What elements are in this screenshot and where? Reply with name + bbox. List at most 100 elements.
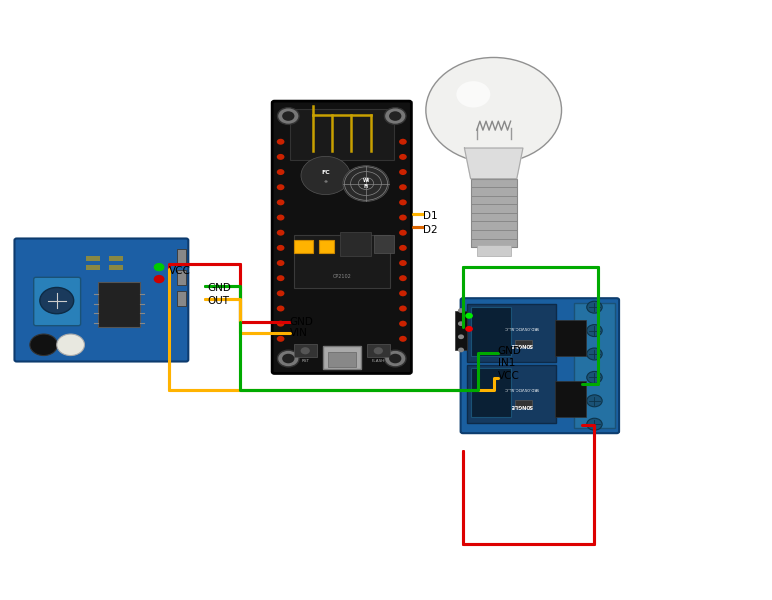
Text: FC: FC [321, 170, 330, 175]
Text: FLASH: FLASH [371, 359, 385, 363]
FancyBboxPatch shape [319, 240, 334, 253]
Polygon shape [465, 148, 523, 179]
Circle shape [277, 275, 284, 281]
Circle shape [458, 347, 464, 352]
Circle shape [399, 290, 407, 296]
Text: Wi
Fi: Wi Fi [363, 178, 370, 189]
Circle shape [282, 111, 294, 121]
FancyBboxPatch shape [461, 298, 619, 433]
FancyBboxPatch shape [374, 235, 394, 253]
Circle shape [277, 215, 284, 221]
FancyBboxPatch shape [86, 256, 100, 261]
Circle shape [277, 290, 284, 296]
Circle shape [466, 313, 473, 319]
Circle shape [399, 169, 407, 175]
FancyBboxPatch shape [477, 245, 510, 256]
Text: VCC: VCC [497, 371, 520, 381]
Circle shape [458, 308, 464, 313]
Circle shape [57, 334, 84, 356]
Circle shape [399, 230, 407, 236]
Circle shape [587, 325, 602, 337]
Circle shape [30, 334, 58, 356]
FancyBboxPatch shape [455, 311, 467, 350]
FancyBboxPatch shape [471, 307, 510, 356]
Text: D2: D2 [423, 224, 438, 235]
Circle shape [389, 111, 401, 121]
Text: SONGLE: SONGLE [510, 342, 533, 347]
Circle shape [587, 395, 602, 407]
Circle shape [277, 184, 284, 190]
FancyBboxPatch shape [273, 101, 411, 373]
Circle shape [587, 348, 602, 360]
Circle shape [399, 336, 407, 342]
FancyBboxPatch shape [34, 277, 80, 326]
Circle shape [399, 260, 407, 266]
Circle shape [278, 107, 299, 124]
Circle shape [466, 326, 473, 332]
Circle shape [282, 354, 294, 364]
FancyBboxPatch shape [109, 265, 123, 270]
Circle shape [277, 305, 284, 311]
FancyBboxPatch shape [555, 320, 586, 356]
Circle shape [374, 347, 383, 355]
FancyBboxPatch shape [293, 235, 390, 289]
FancyBboxPatch shape [467, 304, 556, 362]
Circle shape [278, 350, 299, 367]
Circle shape [277, 320, 284, 326]
Circle shape [399, 139, 407, 145]
FancyBboxPatch shape [471, 368, 510, 416]
Circle shape [277, 230, 284, 236]
Text: GND: GND [208, 283, 232, 293]
Text: VIN: VIN [290, 328, 308, 338]
FancyBboxPatch shape [15, 238, 188, 362]
Circle shape [277, 199, 284, 205]
Circle shape [399, 275, 407, 281]
Circle shape [587, 418, 602, 430]
FancyBboxPatch shape [515, 400, 532, 407]
Circle shape [277, 260, 284, 266]
FancyBboxPatch shape [177, 291, 186, 306]
Text: CP2102: CP2102 [333, 274, 351, 279]
FancyBboxPatch shape [555, 381, 586, 417]
Circle shape [399, 154, 407, 160]
Circle shape [399, 215, 407, 221]
FancyBboxPatch shape [97, 282, 140, 327]
Circle shape [458, 334, 464, 339]
FancyBboxPatch shape [340, 232, 371, 256]
Circle shape [426, 58, 561, 163]
FancyBboxPatch shape [109, 256, 123, 261]
Circle shape [277, 245, 284, 251]
FancyBboxPatch shape [293, 344, 317, 358]
FancyBboxPatch shape [574, 303, 615, 428]
Text: GND: GND [290, 317, 313, 326]
Circle shape [277, 139, 284, 145]
FancyBboxPatch shape [515, 340, 532, 347]
Circle shape [384, 350, 406, 367]
Circle shape [456, 81, 490, 107]
FancyBboxPatch shape [290, 109, 394, 160]
Circle shape [343, 166, 389, 202]
Circle shape [154, 263, 164, 271]
Circle shape [154, 275, 164, 283]
Circle shape [587, 371, 602, 383]
Text: SONGLE: SONGLE [510, 403, 533, 408]
Circle shape [300, 347, 310, 355]
FancyBboxPatch shape [293, 240, 313, 253]
Circle shape [399, 199, 407, 205]
Circle shape [458, 321, 464, 326]
Text: VCC: VCC [169, 266, 191, 277]
Circle shape [384, 107, 406, 124]
Text: SRD-05VDC-SL-C: SRD-05VDC-SL-C [504, 325, 539, 329]
Circle shape [40, 287, 73, 314]
Circle shape [399, 245, 407, 251]
Circle shape [587, 301, 602, 313]
Text: ®: ® [323, 181, 327, 185]
Circle shape [277, 154, 284, 160]
Text: SRD-05VDC-SL-C: SRD-05VDC-SL-C [504, 386, 539, 390]
Text: RST: RST [301, 359, 310, 363]
FancyBboxPatch shape [323, 346, 361, 368]
FancyBboxPatch shape [467, 365, 556, 422]
Text: OUT: OUT [208, 296, 229, 306]
FancyBboxPatch shape [177, 270, 186, 285]
Circle shape [399, 184, 407, 190]
